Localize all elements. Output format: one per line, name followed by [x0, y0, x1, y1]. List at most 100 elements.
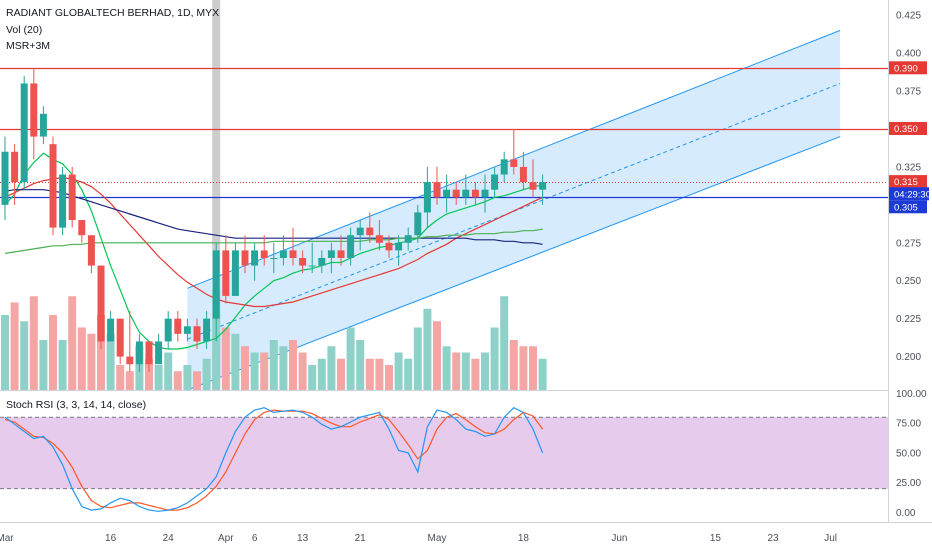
volume-bar [269, 340, 278, 390]
candle-body [135, 341, 143, 365]
candle-body [78, 220, 86, 236]
price-tag-resistance [889, 121, 927, 135]
candle-body [299, 257, 307, 266]
price-tick-label: 0.200 [896, 352, 921, 363]
candle-body [279, 250, 287, 258]
volume-bar [202, 358, 211, 390]
volume-bar [529, 346, 537, 390]
stoch-tick-label: 100.00 [896, 389, 927, 400]
candle-body [443, 189, 451, 198]
candle-body [519, 166, 527, 183]
volume-legend: Vol (20) [6, 24, 43, 36]
volume-bar [221, 327, 230, 390]
stoch-tick-label: 0.00 [896, 508, 916, 519]
candle-body [11, 151, 19, 183]
candle-body [471, 189, 479, 198]
volume-bar [461, 352, 470, 390]
candle-body [145, 341, 153, 365]
volume-bar [39, 340, 48, 390]
volume-bar [164, 352, 173, 390]
candle-body [308, 265, 316, 267]
candle-body [395, 242, 403, 251]
candle-body [375, 235, 383, 243]
stoch-tick-label: 75.00 [896, 419, 921, 430]
candle-body [183, 326, 191, 334]
symbol-legend: RADIANT GLOBALTECH BERHAD, 1D, MYX [6, 7, 220, 19]
candle-body [49, 144, 57, 228]
candle-body [462, 189, 470, 198]
stoch-tick-label: 25.00 [896, 478, 921, 489]
candle-body [500, 159, 508, 175]
volume-bar [337, 358, 345, 390]
candle-body [212, 250, 220, 319]
volume-bar [500, 296, 509, 390]
time-tick-label: Apr [218, 533, 234, 544]
candle-body [385, 242, 393, 251]
price-tick-label: 0.250 [896, 276, 921, 287]
volume-bar [183, 365, 192, 390]
candle-body [20, 83, 28, 183]
candle-body [260, 250, 268, 258]
time-tick-label: 6 [252, 533, 258, 544]
volume-bar [375, 358, 384, 390]
candle-body [423, 182, 431, 213]
volume-bar [289, 340, 297, 390]
candle-body [337, 250, 345, 258]
candle-body [491, 174, 499, 190]
candle-body [251, 250, 259, 266]
price-tick-label: 0.425 [896, 11, 921, 22]
candle-body [241, 250, 249, 266]
volume-bar [125, 371, 134, 390]
volume-bar [423, 308, 432, 390]
volume-bar [116, 365, 125, 390]
volume-bar [1, 315, 9, 390]
volume-bar [20, 321, 29, 390]
stoch-tick-label: 50.00 [896, 448, 921, 459]
candle-body [366, 227, 374, 236]
volume-bar [433, 321, 441, 390]
highlight-bar [212, 0, 221, 390]
price-tag-level [889, 200, 927, 214]
volume-bar [538, 358, 547, 390]
volume-bar [68, 296, 77, 390]
regression-channel [187, 30, 841, 391]
candle-body [414, 212, 422, 236]
time-tick-label: Jun [611, 533, 627, 544]
volume-bar [106, 333, 115, 390]
price-tag-last [889, 175, 927, 189]
candle-body [1, 151, 9, 205]
stoch-rsi-legend: Stoch RSI (3, 3, 14, 14, close) [6, 399, 147, 411]
candle-body [433, 182, 441, 198]
candle-body [222, 250, 230, 296]
candle-body [404, 235, 412, 243]
candle-body [347, 235, 355, 258]
candle-body [39, 113, 47, 137]
time-tick-label: Mar [0, 533, 14, 544]
candle-body [318, 257, 326, 266]
volume-bar [327, 346, 336, 390]
candle-body [116, 318, 124, 357]
candle-body [356, 227, 364, 236]
candle-body [164, 318, 172, 342]
candle-body [87, 235, 95, 266]
candle-body [193, 326, 201, 342]
time-tick-label: 13 [297, 533, 309, 544]
candle-body [327, 250, 335, 258]
volume-bar [298, 352, 307, 390]
volume-bar [173, 371, 182, 390]
moving-average-ma_red [4, 176, 543, 308]
price-tag-label: 0.315 [894, 177, 918, 188]
candle-body [30, 83, 38, 137]
volume-bar [385, 365, 393, 390]
candle-body [68, 174, 76, 221]
price-tag-resistance [889, 61, 927, 75]
volume-bar [317, 358, 326, 390]
stoch-d-line [4, 409, 544, 511]
volume-bar [346, 327, 355, 390]
candle-body [203, 318, 211, 342]
price-tick-label: 0.375 [896, 87, 921, 98]
candle-body [510, 159, 518, 167]
time-tick-label: 16 [105, 533, 117, 544]
candle-body [529, 182, 537, 190]
